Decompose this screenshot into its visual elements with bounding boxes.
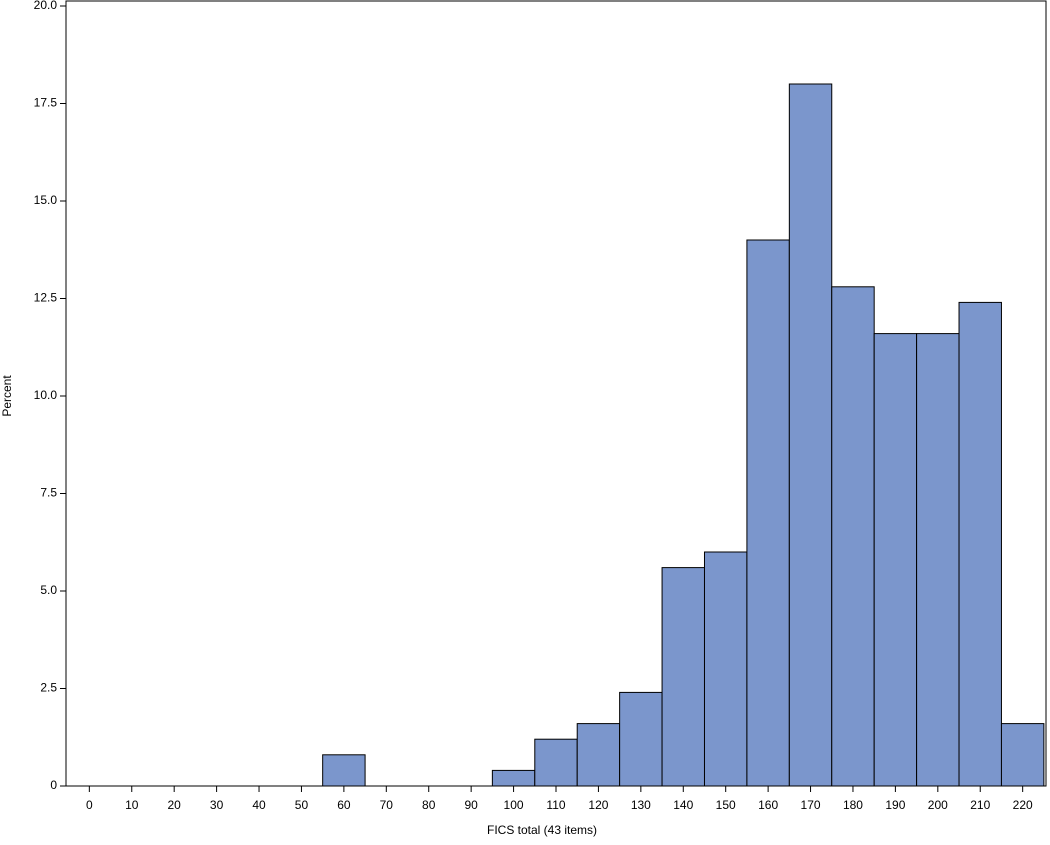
x-tick-label: 90 <box>464 798 478 812</box>
bar <box>491 769 536 787</box>
x-tick-label: 190 <box>885 798 905 812</box>
y-tick-label: 10.0 <box>34 388 58 402</box>
x-axis-title: FICS total (43 items) <box>487 823 597 837</box>
bar <box>958 301 1002 787</box>
bar <box>1000 723 1045 787</box>
y-tick-label: 5.0 <box>40 583 57 597</box>
x-tick-label: 0 <box>86 798 93 812</box>
x-tick-label: 160 <box>758 798 778 812</box>
y-axis-title: Percent <box>0 375 14 417</box>
x-tick-label: 150 <box>716 798 736 812</box>
bar <box>534 738 578 787</box>
y-tick-label: 0 <box>50 778 57 792</box>
y-tick-label: 20.0 <box>34 0 58 12</box>
x-tick-label: 70 <box>380 798 394 812</box>
y-tick-label: 15.0 <box>34 193 58 207</box>
x-tick-label: 100 <box>504 798 524 812</box>
bar <box>788 83 833 787</box>
x-tick-label: 10 <box>125 798 139 812</box>
x-tick-label: 20 <box>168 798 182 812</box>
bar <box>831 286 875 787</box>
bar <box>746 239 790 787</box>
bar <box>703 551 748 787</box>
x-tick-label: 180 <box>843 798 863 812</box>
y-tick-label: 7.5 <box>40 486 57 500</box>
x-tick-label: 30 <box>210 798 224 812</box>
bar <box>619 691 663 787</box>
y-tick-label: 2.5 <box>40 681 57 695</box>
x-tick-label: 40 <box>252 798 266 812</box>
bar <box>661 567 705 787</box>
x-tick-label: 140 <box>673 798 693 812</box>
x-tick-label: 130 <box>631 798 651 812</box>
y-tick-label: 12.5 <box>34 291 58 305</box>
x-tick-label: 80 <box>422 798 436 812</box>
bar <box>873 333 918 787</box>
bar <box>916 333 960 787</box>
x-tick-label: 200 <box>928 798 948 812</box>
bar <box>322 754 366 787</box>
x-tick-label: 170 <box>801 798 821 812</box>
x-tick-label: 220 <box>1013 798 1033 812</box>
y-tick-label: 17.5 <box>34 96 58 110</box>
x-tick-label: 110 <box>546 798 565 812</box>
x-tick-label: 50 <box>295 798 309 812</box>
x-tick-label: 60 <box>337 798 351 812</box>
x-tick-label: 120 <box>588 798 608 812</box>
x-tick-label: 210 <box>970 798 990 812</box>
bar <box>576 723 621 787</box>
